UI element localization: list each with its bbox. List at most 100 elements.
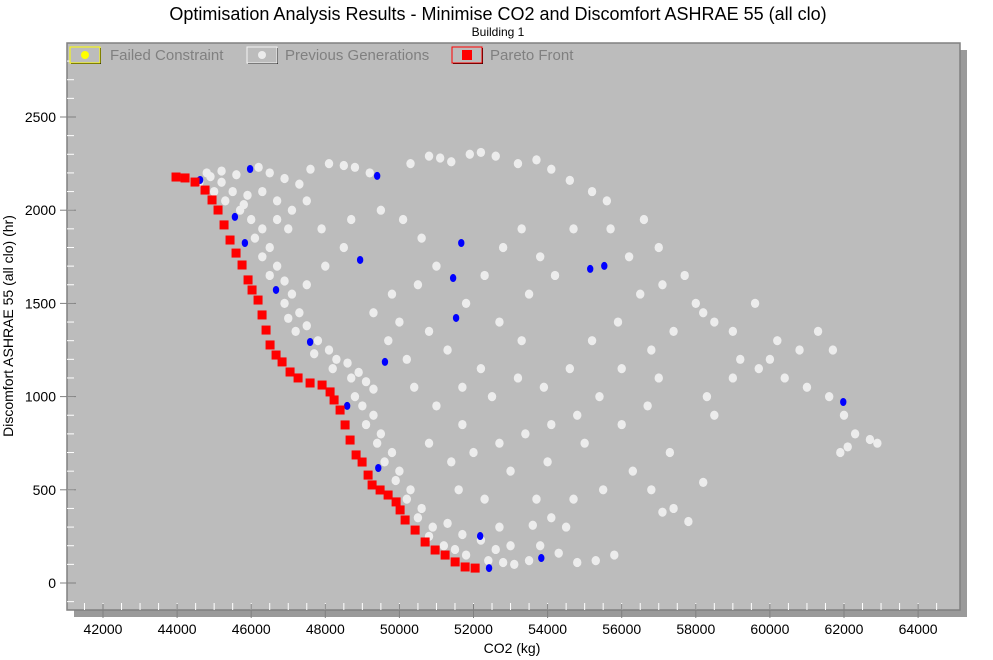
legend-label: Pareto Front (490, 47, 574, 64)
pareto-point (367, 480, 377, 490)
previous-point (384, 336, 393, 346)
current-point (272, 285, 280, 294)
previous-point (309, 349, 319, 359)
pareto-point (410, 525, 420, 535)
current-point (356, 255, 364, 264)
current-point (452, 313, 460, 322)
previous-point (413, 280, 423, 290)
pareto-point (265, 340, 275, 350)
previous-point (495, 522, 504, 532)
previous-point (272, 214, 282, 225)
previous-point (284, 224, 293, 234)
previous-point (554, 548, 563, 558)
pareto-point (305, 378, 315, 388)
previous-point (287, 289, 297, 299)
previous-point (824, 392, 834, 402)
previous-point (258, 186, 267, 197)
previous-point (658, 507, 667, 517)
pareto-point (420, 537, 430, 547)
previous-point (606, 224, 615, 234)
pareto-point (247, 285, 257, 295)
legend: Failed Constraint Previous Generations Par… (69, 46, 574, 64)
previous-point (221, 196, 230, 206)
previous-point (710, 317, 719, 327)
pareto-point (351, 450, 361, 460)
previous-point (506, 466, 515, 476)
previous-point (398, 214, 408, 225)
previous-point (569, 494, 578, 504)
previous-point (547, 164, 556, 174)
previous-point (495, 317, 504, 327)
previous-point (865, 434, 875, 445)
previous-point (461, 298, 471, 308)
previous-point (461, 550, 471, 560)
current-point (485, 564, 493, 573)
pareto-point (440, 550, 450, 560)
previous-point (380, 457, 389, 467)
current-point (449, 274, 457, 283)
previous-point (710, 410, 719, 420)
previous-point (813, 326, 823, 336)
previous-point (243, 190, 252, 200)
previous-point (476, 147, 486, 158)
legend-label: Failed Constraint (110, 47, 224, 64)
previous-point (873, 438, 882, 448)
previous-point (699, 308, 708, 318)
pareto-point (190, 177, 200, 187)
previous-point (491, 151, 500, 161)
previous-point (647, 485, 656, 495)
previous-point (324, 159, 334, 169)
previous-point (317, 224, 326, 234)
previous-point (402, 354, 412, 364)
previous-point (347, 373, 356, 383)
previous-point (517, 224, 526, 234)
previous-point (447, 457, 456, 467)
x-tick-label: 54000 (528, 621, 567, 637)
previous-point (654, 373, 663, 383)
previous-point (306, 164, 315, 174)
previous-point (347, 214, 356, 225)
pareto-point (257, 310, 267, 320)
pareto-point (231, 248, 241, 258)
previous-point (435, 153, 445, 163)
pareto-point (345, 435, 355, 445)
plot-area (66, 42, 961, 611)
y-axis-label: Discomfort ASHRAE 55 (all clo) (hr) (0, 215, 16, 437)
current-point (587, 264, 594, 273)
previous-point (206, 172, 215, 182)
previous-point (387, 289, 397, 299)
y-tick-label: 500 (33, 482, 57, 498)
previous-point (387, 447, 397, 458)
previous-point (402, 494, 412, 504)
previous-point (487, 392, 497, 402)
x-tick-label: 60000 (750, 621, 789, 637)
x-tick-label: 56000 (602, 621, 641, 637)
current-point (373, 171, 381, 180)
previous-point (610, 550, 619, 560)
previous-point (424, 151, 434, 161)
previous-point (376, 205, 386, 215)
previous-point (217, 166, 226, 176)
previous-point (691, 298, 700, 308)
legend-item: Pareto Front (451, 46, 574, 64)
previous-point (428, 522, 437, 532)
previous-point (365, 168, 374, 178)
previous-point (680, 270, 689, 281)
previous-point (369, 308, 378, 318)
previous-point (476, 364, 486, 374)
previous-point (410, 382, 419, 392)
previous-point (258, 224, 267, 234)
previous-point (591, 556, 600, 566)
previous-point (754, 364, 763, 374)
previous-point (217, 177, 226, 187)
previous-point (354, 367, 363, 377)
previous-point (598, 485, 608, 495)
previous-point (654, 242, 663, 253)
previous-point (350, 392, 360, 402)
previous-point (321, 261, 330, 271)
previous-point (458, 529, 467, 540)
previous-point (684, 516, 693, 527)
previous-point (532, 494, 541, 504)
previous-point (424, 326, 434, 336)
previous-point (780, 373, 789, 383)
